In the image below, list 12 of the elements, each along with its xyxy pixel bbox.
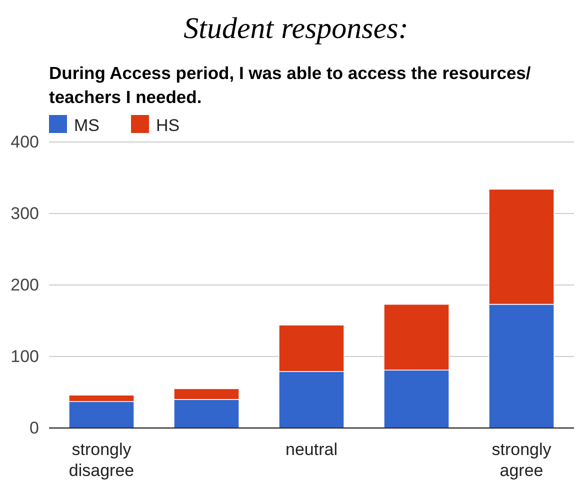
chart-title: Student responses: bbox=[184, 12, 408, 45]
y-tick-label: 100 bbox=[10, 346, 39, 366]
legend-label: MS bbox=[74, 116, 100, 135]
x-tick-label: strongly agree bbox=[492, 440, 552, 480]
legend-label: HS bbox=[156, 116, 180, 135]
y-tick-label: 200 bbox=[10, 275, 39, 294]
chart-subtitle: During Access period, I was able to access the resources/ teachers I needed. bbox=[49, 63, 531, 107]
x-tick-label: neutral bbox=[286, 440, 338, 460]
x-tick-label: strongly disagree bbox=[68, 440, 134, 480]
y-tick-label: 300 bbox=[10, 204, 39, 223]
y-tick-label: 0 bbox=[30, 418, 39, 438]
y-tick-label: 400 bbox=[10, 132, 39, 152]
